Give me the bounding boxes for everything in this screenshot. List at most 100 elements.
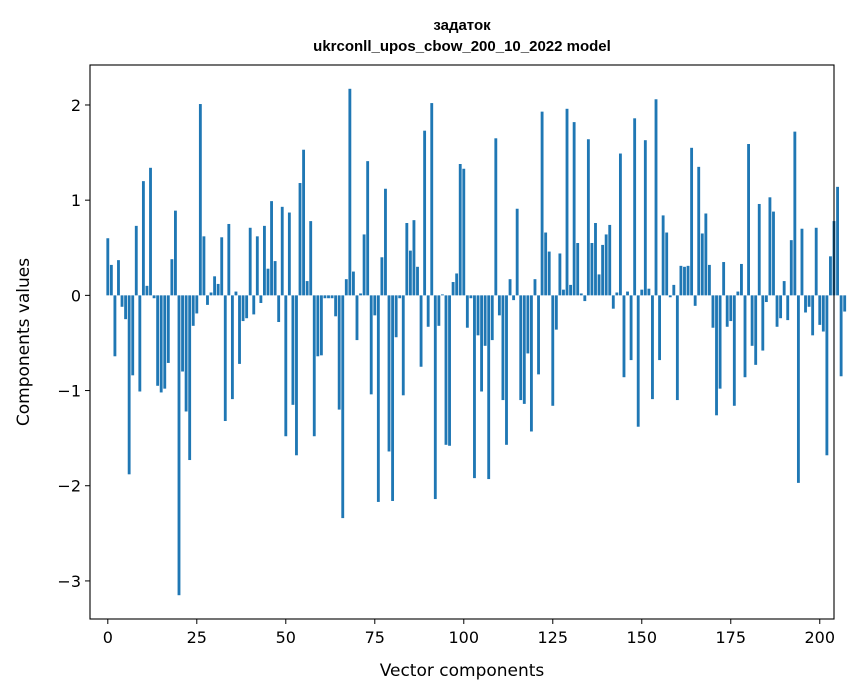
bar-9: [138, 295, 142, 392]
bar-159: [672, 284, 676, 296]
bar-61: [323, 295, 327, 299]
bar-198: [811, 295, 815, 336]
bar-132: [576, 243, 580, 296]
bar-144: [618, 153, 622, 296]
bar-10: [141, 181, 145, 296]
bar-97: [451, 282, 455, 296]
bar-107: [487, 295, 491, 480]
bar-145: [622, 295, 626, 378]
bar-133: [579, 293, 583, 296]
bar-156: [661, 215, 665, 296]
bar-93: [437, 295, 441, 326]
bar-52: [291, 295, 295, 405]
bar-90: [426, 295, 430, 327]
bar-70: [355, 295, 359, 341]
bar-92: [433, 295, 437, 500]
bar-57: [309, 221, 313, 296]
bar-81: [394, 295, 398, 338]
bar-186: [768, 197, 772, 296]
bar-124: [547, 251, 551, 296]
bar-148: [633, 118, 637, 296]
bar-74: [369, 295, 373, 395]
bar-131: [572, 122, 576, 296]
bar-146: [626, 291, 629, 296]
plot-frame: [89, 64, 835, 620]
y-tick-label: −1: [57, 382, 81, 401]
x-tick-label: 0: [103, 628, 113, 647]
bar-180: [747, 144, 750, 296]
bar-188: [775, 295, 779, 327]
bar-203: [829, 256, 832, 296]
bar-15: [159, 295, 163, 393]
bar-166: [697, 166, 701, 296]
bar-17: [166, 295, 170, 363]
bar-126: [554, 295, 558, 330]
x-tick-label: 175: [715, 628, 746, 647]
bar-171: [715, 295, 718, 416]
bar-174: [725, 295, 729, 327]
bar-189: [779, 295, 783, 319]
bar-85: [408, 250, 412, 296]
bar-40: [248, 227, 252, 296]
bar-30: [213, 276, 217, 296]
bar-38: [241, 295, 245, 322]
bar-206: [839, 295, 843, 377]
bar-83: [401, 295, 405, 396]
bar-123: [544, 232, 548, 296]
x-axis-label: Vector components: [380, 661, 545, 681]
bar-12: [149, 167, 152, 296]
bar-63: [330, 295, 334, 299]
bar-71: [359, 293, 362, 296]
bar-192: [789, 240, 793, 296]
bar-167: [700, 233, 704, 296]
bar-160: [675, 295, 679, 401]
x-tick-label: 25: [187, 628, 207, 647]
bar-6: [127, 295, 131, 475]
x-tick-label: 150: [626, 628, 657, 647]
bar-64: [334, 295, 338, 317]
bar-16: [163, 295, 167, 389]
bar-34: [227, 223, 231, 296]
bar-19: [174, 210, 177, 296]
bar-43: [259, 295, 263, 303]
bar-58: [312, 295, 316, 437]
y-axis-ticks: −3 −2 −1 0 1 2: [57, 96, 90, 591]
bar-76: [376, 295, 380, 502]
bar-101: [465, 295, 469, 328]
bar-4: [120, 295, 124, 307]
bar-35: [230, 295, 234, 400]
y-axis-label: Components values: [14, 258, 34, 426]
bars-group: [106, 88, 847, 596]
bar-147: [629, 295, 633, 361]
x-tick-label: 100: [449, 628, 480, 647]
bar-138: [597, 274, 601, 296]
bar-185: [764, 295, 768, 303]
bar-50: [284, 295, 288, 437]
bar-202: [825, 295, 829, 456]
bar-102: [469, 295, 473, 299]
bar-164: [690, 147, 694, 296]
bar-114: [512, 295, 516, 301]
bar-140: [604, 234, 608, 296]
bar-162: [683, 266, 686, 296]
bar-32: [220, 237, 224, 296]
bar-51: [287, 212, 291, 296]
bar-199: [814, 227, 818, 296]
bar-201: [821, 295, 825, 332]
bar-66: [341, 295, 345, 519]
bar-183: [757, 203, 761, 296]
bar-55: [302, 149, 306, 296]
bar-158: [668, 295, 672, 298]
bar-68: [348, 88, 352, 296]
bar-29: [209, 292, 213, 296]
bar-117: [522, 295, 526, 404]
bar-127: [558, 253, 562, 296]
bar-41: [252, 295, 256, 315]
bar-1: [109, 264, 113, 296]
bar-154: [654, 99, 658, 296]
bar-128: [562, 289, 565, 296]
bar-173: [722, 262, 726, 296]
bar-53: [295, 295, 298, 456]
bar-98: [455, 273, 459, 296]
bar-11: [145, 285, 149, 296]
